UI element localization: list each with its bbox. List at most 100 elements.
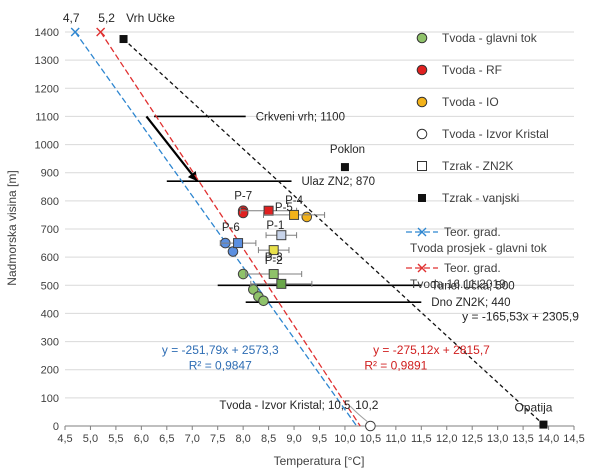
x-tick-label: 9,5	[312, 433, 327, 445]
y-tick-label: 1400	[35, 27, 59, 39]
x-tick-label: 5,0	[83, 433, 98, 445]
y-tick-label: 200	[41, 365, 59, 377]
data-point	[258, 295, 269, 307]
legend: Tvoda - glavni tok Tvoda - RF Tvoda - IO Tv…	[406, 31, 549, 291]
y-tick-label: 800	[41, 196, 59, 208]
x-tick-label: 9,0	[286, 433, 301, 445]
x-tick-label: 14,0	[538, 433, 559, 445]
x-tick-label: 5,5	[108, 433, 123, 445]
point-label: P-4	[285, 195, 304, 207]
data-point	[340, 163, 349, 172]
point-label: P-7	[234, 191, 252, 203]
altitude-bar-label: Tunel Učka; 500	[431, 280, 514, 292]
x-tick-label: 11,0	[386, 433, 407, 445]
y-tick-label: 0	[53, 421, 59, 433]
data-point	[276, 278, 287, 289]
point-label: Poklon	[330, 144, 365, 156]
gradient-arrowhead	[187, 170, 198, 182]
legend-marker	[417, 227, 427, 237]
data-point	[227, 246, 239, 257]
x-tick-label: 8,5	[261, 433, 276, 445]
data-point	[237, 207, 249, 219]
label-leader	[349, 405, 369, 423]
data-point	[289, 209, 300, 220]
trend-marker	[96, 27, 106, 37]
data-point	[301, 211, 313, 223]
x-tick-label: 12,5	[461, 433, 482, 445]
legend-label: Tvoda prosjek - glavni tok	[410, 241, 548, 255]
r2-label: R² = 0,9847	[189, 359, 252, 373]
point-label: P-1	[266, 220, 284, 232]
x-tick-label: 14,5	[563, 433, 584, 445]
axes: 0 100 200 300 400 500 600 700 800 900 1000 1100 1200…	[35, 27, 585, 445]
x-tick-label: 11,5	[411, 433, 432, 445]
point-label: 10,2	[355, 398, 379, 412]
altitude-bar-label: Ulaz ZN2; 870	[302, 176, 376, 188]
point-label: P-2	[265, 255, 283, 267]
legend-label: Tvoda - glavni tok	[442, 31, 538, 45]
data-point	[233, 238, 244, 249]
y-tick-label: 500	[41, 280, 59, 292]
legend-symbol	[416, 64, 428, 76]
data-point	[539, 420, 548, 429]
x-tick-label: 13,5	[512, 433, 533, 445]
legend-label: Tvoda - RF	[442, 63, 502, 77]
y-tick-label: 1200	[35, 83, 59, 95]
legend-symbol	[416, 128, 428, 140]
annotations: 4,7 5,2 Vrh Učke Poklon P-7 P-4P-5 P-6 P-1 P-3P-…	[63, 11, 553, 423]
legend-label: Tvoda - IO	[442, 95, 499, 109]
equation-label: y = -165,53x + 2305,9	[462, 309, 579, 323]
legend-label: Tvoda - Izvor Kristal	[442, 127, 549, 141]
equation-label: y = -275,12x + 2815,7	[373, 343, 490, 357]
gridlines	[65, 31, 574, 427]
y-tick-label: 300	[41, 337, 59, 349]
altitude-bars: Crkveni vrh; 1100 Ulaz ZN2; 870 Tunel Učka…	[145, 111, 515, 309]
y-tick-label: 1000	[35, 140, 59, 152]
y-axis-title: Nadmorska visina [m]	[5, 170, 19, 285]
data-point	[365, 420, 376, 432]
y-tick-label: 400	[41, 308, 59, 320]
y-tick-label: 100	[41, 393, 59, 405]
data-point	[268, 269, 279, 280]
legend-symbol	[416, 96, 428, 108]
point-label: P-5	[275, 202, 293, 214]
x-tick-label: 6,5	[159, 433, 174, 445]
legend-symbol	[418, 194, 426, 202]
equation-label: y = -251,79x + 2573,3	[162, 343, 279, 357]
data-point	[276, 230, 287, 241]
y-tick-label: 1300	[35, 55, 59, 67]
x-tick-label: 7,0	[185, 433, 200, 445]
data-points	[119, 35, 548, 432]
data-point	[248, 284, 259, 295]
x-tick-label: 10,0	[334, 433, 355, 445]
altitude-bar-label: Dno ZN2K; 440	[431, 297, 510, 309]
y-tick-label: 600	[41, 252, 59, 264]
point-label: Tvoda - Izvor Kristal; 10,5	[219, 400, 350, 412]
legend-label: Teor. grad.	[444, 261, 501, 275]
trendlines: y = -251,79x + 2573,3 R² = 0,9847 y = -275…	[70, 27, 579, 427]
y-tick-label: 1100	[35, 111, 59, 123]
data-point	[119, 35, 128, 44]
x-axis-title: Temperatura [°C]	[274, 454, 365, 468]
point-label: P-6	[222, 222, 240, 234]
x-tick-label: 10,5	[360, 433, 381, 445]
gradient-arrow	[145, 115, 199, 182]
point-label: 5,2	[98, 11, 115, 25]
data-point	[263, 205, 274, 216]
trendline	[100, 31, 361, 427]
legend-label: Tzrak - ZN2K	[442, 159, 513, 173]
altitude-bar-label: Crkveni vrh; 1100	[256, 111, 345, 123]
legend-label: Tvoda 16.11.2019.	[410, 277, 509, 291]
x-tick-label: 7,5	[210, 433, 225, 445]
trend-marker	[70, 27, 80, 37]
point-label: P-3	[265, 252, 283, 264]
x-tick-label: 4,5	[57, 433, 72, 445]
y-tick-label: 900	[41, 168, 59, 180]
point-label: 4,7	[63, 11, 80, 25]
point-label: Vrh Učke	[126, 11, 175, 25]
x-tick-label: 6,0	[134, 433, 149, 445]
x-tick-label: 8,0	[236, 433, 251, 445]
legend-label: Tzrak - vanjski	[442, 191, 519, 205]
y-tick-label: 700	[41, 224, 59, 236]
